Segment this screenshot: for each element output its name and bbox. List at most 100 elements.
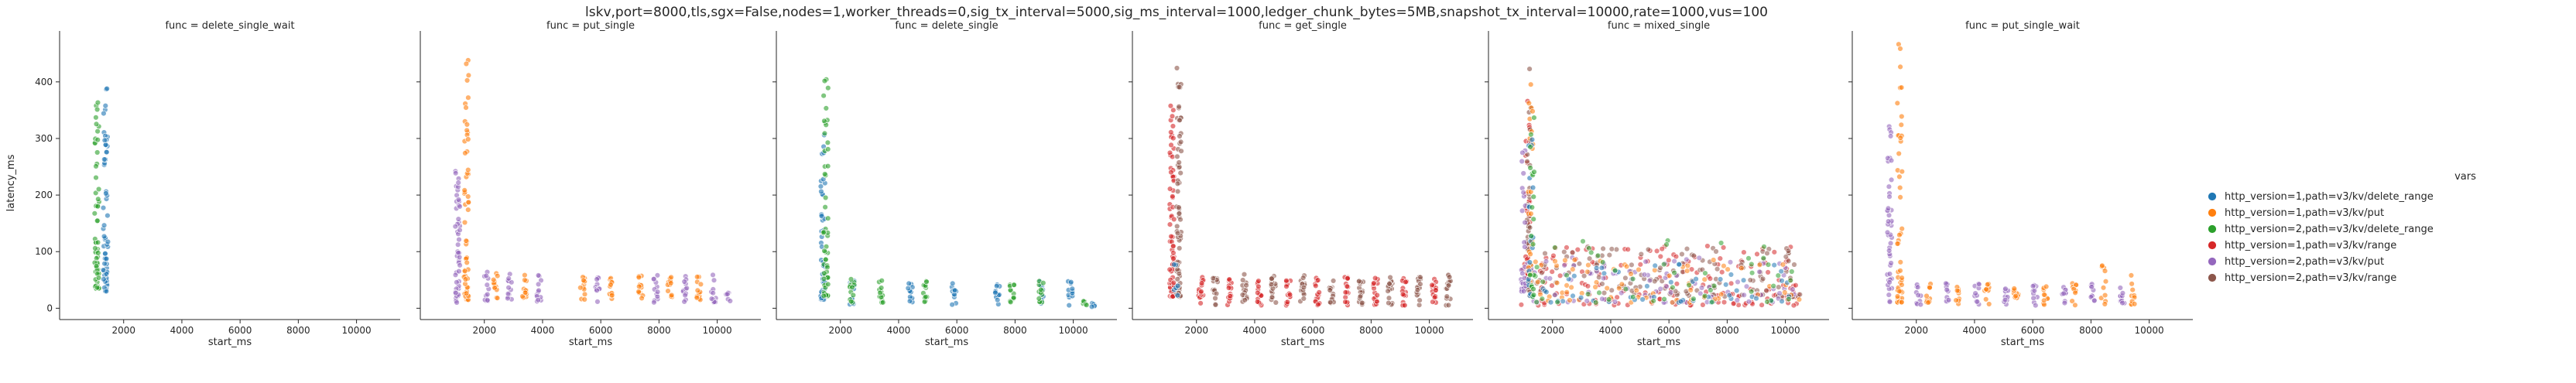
data-point (1414, 287, 1421, 293)
data-point (1684, 245, 1690, 252)
data-point (1720, 245, 1727, 251)
data-point (1945, 297, 1952, 303)
data-point (484, 291, 491, 298)
data-point (1169, 153, 1176, 160)
data-point (2072, 302, 2078, 308)
data-point (681, 299, 687, 305)
data-point (1598, 265, 1605, 271)
data-point (1899, 275, 1905, 281)
data-point (456, 268, 462, 275)
data-point (103, 288, 110, 295)
data-point (1168, 169, 1174, 176)
data-point (1226, 276, 1232, 282)
data-point (665, 288, 671, 294)
data-point (2102, 279, 2109, 285)
panel-title: func = delete_single (895, 20, 998, 32)
data-point (1625, 246, 1631, 252)
data-point (1619, 281, 1625, 287)
data-point (1372, 275, 1379, 282)
data-point (102, 251, 108, 257)
data-point (1771, 249, 1778, 255)
data-point (100, 204, 107, 211)
data-point (1741, 249, 1747, 255)
data-point (535, 272, 542, 279)
data-point (650, 276, 657, 282)
data-point (1886, 292, 1893, 298)
data-point (1790, 286, 1796, 292)
data-point (465, 94, 471, 101)
data-point (1300, 296, 1307, 302)
data-point (1170, 123, 1177, 129)
x-tick-label: 6000 (1301, 325, 1325, 336)
y-tick-label: 300 (35, 133, 53, 144)
data-point (668, 274, 674, 280)
data-point (1896, 173, 1903, 180)
data-point (1588, 249, 1595, 256)
data-point (1088, 303, 1095, 310)
data-point (1702, 270, 1708, 276)
data-point (1174, 282, 1181, 289)
data-point (1173, 65, 1180, 71)
data-point (1197, 300, 1204, 306)
data-point (1557, 272, 1564, 279)
data-point (818, 213, 825, 219)
x-axis-label: start_ms (1637, 337, 1680, 348)
data-point (1770, 282, 1776, 289)
data-point (1657, 265, 1663, 271)
series-points (100, 85, 111, 295)
data-point (1749, 261, 1755, 268)
data-point (1756, 268, 1762, 275)
data-point (1446, 274, 1453, 280)
data-point (1174, 153, 1180, 160)
data-point (2131, 301, 2138, 307)
data-point (1637, 262, 1644, 268)
data-point (824, 215, 831, 221)
data-point (1530, 193, 1537, 200)
data-point (1177, 133, 1183, 139)
data-point (1759, 302, 1765, 308)
data-point (1168, 233, 1174, 240)
data-point (1564, 289, 1570, 296)
data-point (461, 219, 468, 226)
data-point (581, 296, 587, 303)
data-point (821, 130, 828, 137)
data-point (1198, 280, 1205, 286)
data-point (1917, 301, 1924, 308)
data-point (1552, 292, 1558, 298)
data-point (1734, 297, 1741, 303)
data-point (1177, 169, 1184, 176)
data-point (1644, 283, 1650, 289)
data-point (1599, 281, 1605, 287)
data-point (1168, 142, 1174, 149)
data-point (1740, 277, 1747, 283)
data-point (2129, 286, 2136, 293)
data-point (1638, 251, 1645, 258)
data-point (1553, 279, 1560, 286)
data-point (1663, 283, 1670, 289)
series-points (1894, 41, 2138, 308)
data-point (509, 279, 515, 286)
data-point (103, 255, 110, 262)
data-point (1593, 265, 1600, 272)
data-point (1342, 289, 1349, 296)
data-point (104, 238, 111, 245)
data-point (1899, 299, 1905, 306)
data-point (102, 103, 109, 109)
data-point (1399, 291, 1406, 298)
data-point (1314, 277, 1321, 283)
data-point (101, 110, 107, 117)
data-point (1943, 280, 1949, 286)
data-point (1643, 258, 1649, 265)
data-point (94, 149, 101, 156)
series-points (452, 168, 733, 306)
data-point (1315, 301, 1321, 307)
data-point (1707, 275, 1714, 282)
data-point (494, 295, 501, 301)
data-point (1417, 281, 1423, 287)
data-point (455, 180, 461, 186)
data-point (1730, 300, 1737, 307)
data-point (94, 239, 101, 245)
data-point (1038, 286, 1044, 293)
data-point (1886, 279, 1893, 286)
data-point (2128, 272, 2135, 279)
